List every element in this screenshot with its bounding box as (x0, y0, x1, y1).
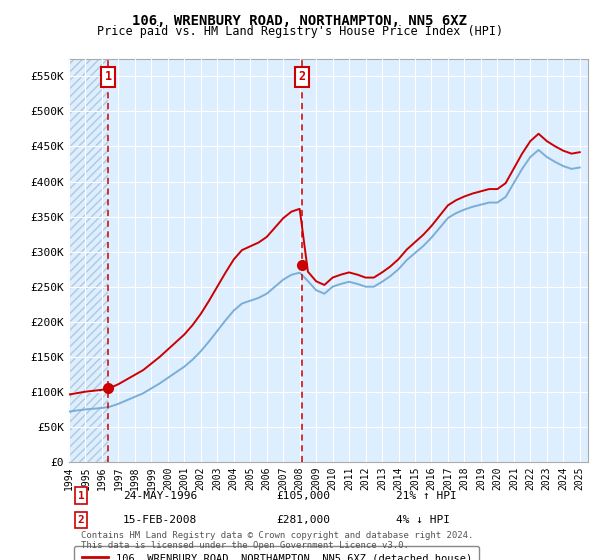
Text: 15-FEB-2008: 15-FEB-2008 (123, 515, 197, 525)
Text: 4% ↓ HPI: 4% ↓ HPI (396, 515, 450, 525)
Text: 106, WRENBURY ROAD, NORTHAMPTON, NN5 6XZ: 106, WRENBURY ROAD, NORTHAMPTON, NN5 6XZ (133, 14, 467, 28)
Legend: 106, WRENBURY ROAD, NORTHAMPTON, NN5 6XZ (detached house), HPI: Average price, d: 106, WRENBURY ROAD, NORTHAMPTON, NN5 6XZ… (74, 546, 479, 560)
Bar (69, 59, 108, 462)
Text: £105,000: £105,000 (276, 491, 330, 501)
Text: 21% ↑ HPI: 21% ↑ HPI (396, 491, 457, 501)
Text: 2: 2 (77, 515, 85, 525)
Text: Price paid vs. HM Land Registry's House Price Index (HPI): Price paid vs. HM Land Registry's House … (97, 25, 503, 38)
Text: 1: 1 (77, 491, 85, 501)
Text: Contains HM Land Registry data © Crown copyright and database right 2024.
This d: Contains HM Land Registry data © Crown c… (81, 530, 473, 550)
Text: £281,000: £281,000 (276, 515, 330, 525)
Text: 24-MAY-1996: 24-MAY-1996 (123, 491, 197, 501)
Text: 1: 1 (104, 71, 112, 83)
Text: 2: 2 (298, 71, 305, 83)
